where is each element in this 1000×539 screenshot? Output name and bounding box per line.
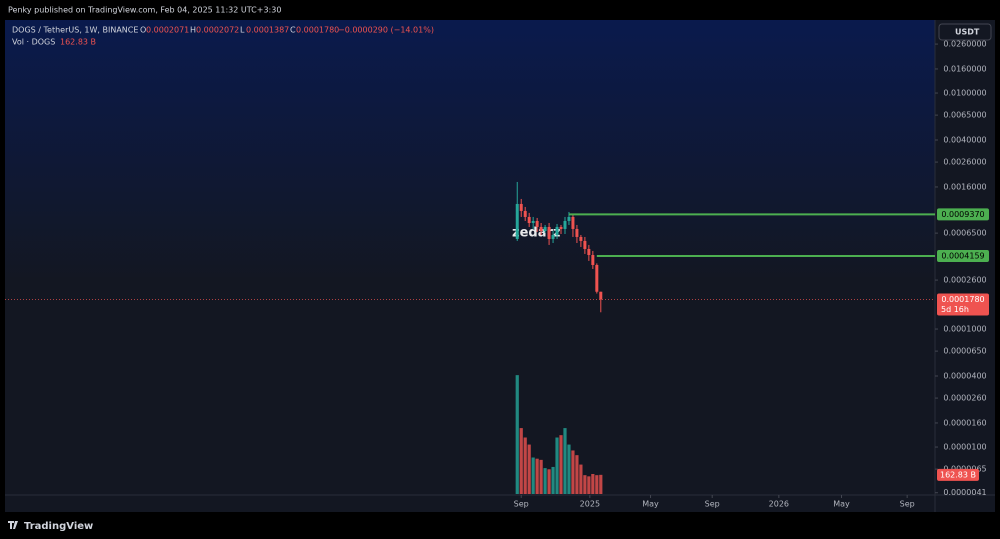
- y-tick-label: 0.0001000: [943, 325, 986, 334]
- y-tick-label: 0.0000260: [943, 394, 986, 403]
- x-tick-label: 2026: [769, 500, 789, 509]
- candle-body: [599, 291, 603, 300]
- candle-body: [583, 240, 587, 249]
- volume-bar: [599, 474, 603, 494]
- ohlc-value: 0.0002072: [196, 26, 239, 35]
- x-tick-label: Sep: [900, 500, 915, 509]
- candle-body: [527, 216, 531, 223]
- y-tick-label: 0.0016000: [943, 182, 986, 191]
- currency-button[interactable]: [938, 23, 992, 41]
- ohlc-key: O: [140, 26, 146, 35]
- volume-bar: [547, 469, 551, 494]
- price-tag: [937, 293, 989, 316]
- candle-body: [523, 210, 527, 217]
- price-label: 0.0001780: [941, 295, 984, 304]
- volume-bar: [539, 459, 543, 494]
- volume-bar: [559, 435, 563, 494]
- ohlc-key: L: [240, 26, 245, 35]
- volume-bar: [567, 444, 571, 494]
- x-tick-label: Sep: [514, 500, 529, 509]
- volume-bar: [555, 437, 559, 494]
- candle-body: [531, 220, 535, 223]
- ohlc-value: 0.0001387: [246, 26, 289, 35]
- candle-body: [571, 216, 575, 229]
- volume-tag: [937, 468, 979, 481]
- volume-name: Vol · DOGS: [12, 38, 55, 47]
- volume-bar: [515, 375, 519, 494]
- y-tick-label: 0.0260000: [943, 40, 986, 49]
- candle-body: [579, 236, 583, 241]
- time-scale: [5, 495, 995, 512]
- plot-area: [5, 20, 935, 495]
- x-tick-label: Sep: [705, 500, 720, 509]
- volume-bar: [519, 428, 523, 494]
- volume-bar: [527, 444, 531, 494]
- candle-body: [535, 220, 539, 227]
- level-tag: [937, 250, 989, 263]
- countdown: 5d 16h: [941, 305, 969, 314]
- volume-bar: [583, 475, 587, 494]
- y-tick-label: 0.0026000: [943, 158, 986, 167]
- y-tick-label: 0.0000400: [943, 372, 986, 381]
- candle-body: [591, 255, 595, 265]
- volume-bar: [523, 437, 527, 494]
- volume-bar: [563, 428, 567, 494]
- ohlc-value: 0.0002071: [146, 26, 189, 35]
- x-tick-label: May: [833, 500, 850, 509]
- candle-body: [543, 226, 547, 231]
- volume-bar: [551, 466, 555, 494]
- volume-tag-label: 162.83 B: [940, 470, 976, 479]
- candle-body: [575, 228, 579, 237]
- level-label: 0.0009370: [941, 210, 984, 219]
- volume-bar: [595, 475, 599, 494]
- candle-body: [587, 248, 591, 256]
- currency-label[interactable]: USDT: [955, 28, 980, 37]
- candle-body: [555, 226, 559, 235]
- ohlc-value: 0.0001780: [296, 26, 339, 35]
- y-tick-label: 0.0002600: [943, 276, 986, 285]
- volume-bar: [579, 464, 583, 494]
- volume-bar: [591, 473, 595, 494]
- candle-body: [551, 234, 555, 239]
- volume-bar: [543, 468, 547, 494]
- brand: TradingView: [24, 521, 93, 532]
- candle-body: [539, 226, 543, 231]
- candle-body: [595, 264, 599, 292]
- candle-body: [563, 220, 567, 229]
- candle-body: [519, 203, 523, 211]
- level-tag: [937, 208, 989, 221]
- candle-body: [559, 226, 563, 229]
- y-tick-label: 0.0100000: [943, 89, 986, 98]
- y-tick-label: 0.0065000: [943, 111, 986, 120]
- volume-bar: [587, 476, 591, 494]
- y-tick-label: 0.0000650: [943, 347, 986, 356]
- y-tick-label: 0.0006500: [943, 229, 986, 238]
- ohlc-key: C: [290, 26, 296, 35]
- volume-bar: [571, 450, 575, 494]
- ohlc-key: H: [190, 26, 196, 35]
- candle-body: [567, 216, 571, 221]
- publisher: Penky published on TradingView.com, Feb …: [8, 6, 281, 15]
- level-label: 0.0004159: [941, 252, 984, 261]
- chart-title: DOGS / TetherUS, 1W, BINANCE: [12, 26, 138, 35]
- x-tick-label: May: [642, 500, 659, 509]
- volume-bar: [535, 458, 539, 494]
- ohlc-change: −0.0000290 (−14.01%): [338, 26, 434, 35]
- y-tick-label: 0.0160000: [943, 64, 986, 73]
- y-tick-label: 0.0000100: [943, 443, 986, 452]
- y-tick-label: 0.0000160: [943, 418, 986, 427]
- candle-body: [547, 226, 551, 239]
- x-tick-label: 2025: [580, 500, 600, 509]
- volume-value: 162.83 B: [60, 38, 96, 47]
- volume-bar: [531, 457, 535, 494]
- y-tick-label: 0.0040000: [943, 136, 986, 145]
- y-tick-label: 0.0000041: [943, 488, 986, 497]
- brand-logo: [8, 521, 18, 529]
- candle-body: [515, 203, 519, 239]
- volume-bar: [575, 455, 579, 494]
